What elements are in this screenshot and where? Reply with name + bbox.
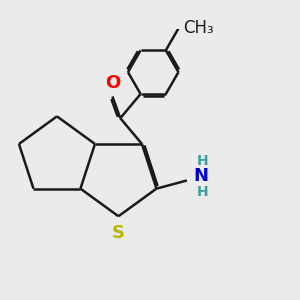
Text: H: H [196,185,208,199]
Text: H: H [196,154,208,168]
Text: N: N [193,167,208,185]
Text: CH₃: CH₃ [183,19,214,37]
Text: O: O [105,74,120,92]
Text: S: S [112,224,125,242]
